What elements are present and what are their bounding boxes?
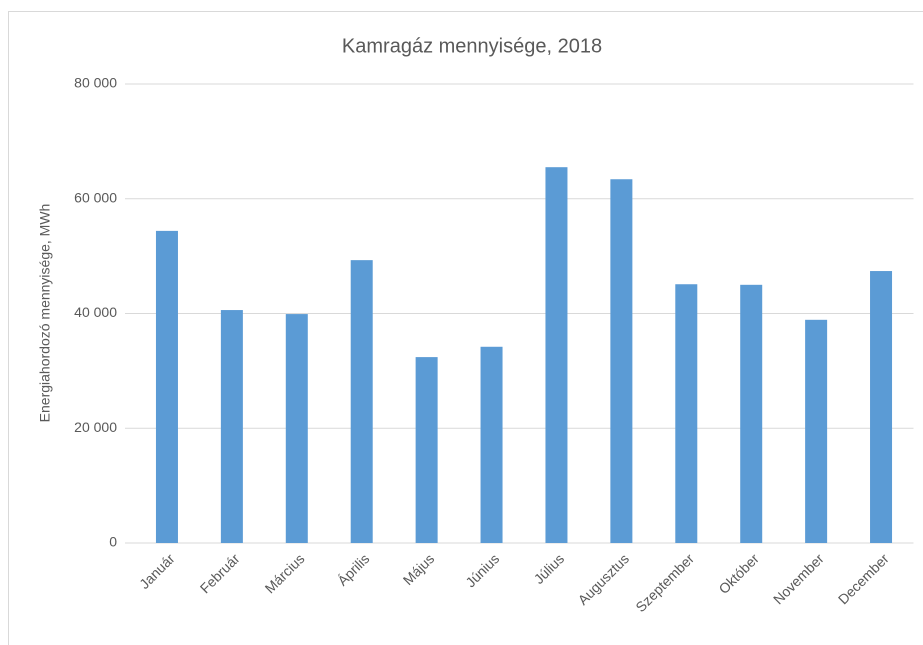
x-tick-label: November bbox=[770, 550, 827, 607]
y-tick-label: 20 000 bbox=[74, 419, 117, 435]
y-tick-label: 0 bbox=[109, 534, 117, 550]
x-tick-label: December bbox=[835, 550, 892, 607]
bar bbox=[220, 310, 243, 543]
bar bbox=[285, 314, 308, 543]
y-axis-title: Energiahordozó mennyisége, MWh bbox=[37, 204, 53, 423]
bar bbox=[350, 260, 373, 543]
x-tick-label: Február bbox=[197, 550, 243, 596]
x-tick-label: Szeptember bbox=[632, 550, 697, 615]
chart-frame bbox=[8, 11, 923, 645]
bar bbox=[155, 230, 178, 543]
bar bbox=[870, 271, 893, 543]
y-tick-label: 40 000 bbox=[74, 304, 117, 320]
bar bbox=[675, 284, 698, 543]
bar bbox=[740, 284, 763, 543]
x-tick-label: Augusztus bbox=[575, 550, 633, 608]
bar bbox=[610, 179, 633, 543]
chart-title: Kamragáz mennyisége, 2018 bbox=[342, 35, 602, 57]
x-tick-label: Március bbox=[262, 550, 308, 596]
x-tick-label: Január bbox=[136, 550, 178, 592]
x-tick-label: Május bbox=[400, 550, 438, 588]
bar bbox=[805, 319, 828, 543]
x-tick-label: Július bbox=[531, 550, 568, 587]
y-tick-label: 80 000 bbox=[74, 75, 117, 91]
x-tick-label: Október bbox=[715, 550, 762, 597]
bar bbox=[545, 167, 568, 543]
bar bbox=[415, 357, 438, 543]
y-tick-label: 60 000 bbox=[74, 189, 117, 205]
x-tick-label: Április bbox=[334, 550, 372, 588]
bar bbox=[480, 346, 503, 543]
x-tick-label: Június bbox=[462, 550, 502, 590]
